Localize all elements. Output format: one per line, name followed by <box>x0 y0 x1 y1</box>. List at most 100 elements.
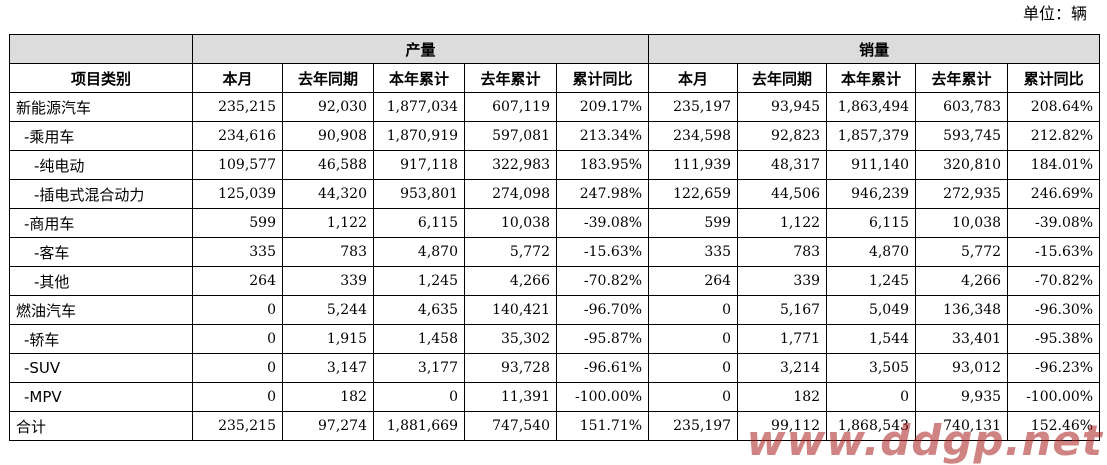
sales-value-cell: 339 <box>737 266 828 296</box>
table-row: -客车 335 783 4,870 5,772 -15.63% 335 783 4,870 5,7… <box>9 237 1101 267</box>
production-value-cell: -96.70% <box>555 295 650 325</box>
table-row: 燃油汽车 0 5,244 4,635 140,421 -96.70% 0 5,167 5,049… <box>9 295 1101 325</box>
production-value-cell: 0 <box>192 353 283 383</box>
sales-value-cell: 93,945 <box>737 92 828 122</box>
row-category-cell: 合计 <box>9 411 193 441</box>
sales-value-cell: 111,939 <box>648 150 739 180</box>
column-header-ytd-yoy: 累计同比 <box>1007 63 1101 93</box>
row-category-cell: -商用车 <box>9 208 193 238</box>
row-category-cell: -插电式混合动力 <box>9 179 193 209</box>
sales-value-cell: 92,823 <box>737 121 828 151</box>
production-value-cell: 917,118 <box>373 150 465 180</box>
production-value-cell: 90,908 <box>282 121 374 151</box>
row-category-cell: -其他 <box>9 266 193 296</box>
column-header-row: 项目类别 本月 去年同期 本年累计 去年累计 累计同比 本月 去年同期 本年累计… <box>9 63 1101 93</box>
production-value-cell: 1,122 <box>282 208 374 238</box>
sales-value-cell: 0 <box>648 382 739 412</box>
sales-value-cell: 152.46% <box>1007 411 1101 441</box>
sales-value-cell: -70.82% <box>1007 266 1101 296</box>
sales-value-cell: 3,505 <box>826 353 917 383</box>
production-value-cell: 92,030 <box>282 92 374 122</box>
production-value-cell: 0 <box>192 324 283 354</box>
sales-value-cell: 99,112 <box>737 411 828 441</box>
sales-value-cell: 911,140 <box>826 150 917 180</box>
production-value-cell: 140,421 <box>464 295 557 325</box>
production-value-cell: 93,728 <box>464 353 557 383</box>
production-value-cell: 4,870 <box>373 237 465 267</box>
production-value-cell: 183.95% <box>555 150 650 180</box>
column-header-last-ytd: 去年累计 <box>464 63 557 93</box>
production-value-cell: 4,635 <box>373 295 465 325</box>
production-value-cell: 4,266 <box>464 266 557 296</box>
production-value-cell: 0 <box>192 295 283 325</box>
column-header-month: 本月 <box>648 63 739 93</box>
group-header-blank <box>9 34 193 64</box>
row-category-cell: -MPV <box>9 382 193 412</box>
sales-value-cell: 4,870 <box>826 237 917 267</box>
row-category-cell: -乘用车 <box>9 121 193 151</box>
row-category-cell: -客车 <box>9 237 193 267</box>
sales-value-cell: 783 <box>737 237 828 267</box>
production-value-cell: 235,215 <box>192 411 283 441</box>
production-value-cell: -96.61% <box>555 353 650 383</box>
table-row: -MPV 0 182 0 11,391 -100.00% 0 182 0 9,935 -100.00… <box>9 382 1101 412</box>
production-value-cell: 274,098 <box>464 179 557 209</box>
sales-value-cell: 122,659 <box>648 179 739 209</box>
production-value-cell: 35,302 <box>464 324 557 354</box>
sales-value-cell: 136,348 <box>915 295 1009 325</box>
sales-value-cell: -96.23% <box>1007 353 1101 383</box>
production-value-cell: 0 <box>192 382 283 412</box>
production-value-cell: -39.08% <box>555 208 650 238</box>
sales-value-cell: 1,868,543 <box>826 411 917 441</box>
sales-value-cell: 264 <box>648 266 739 296</box>
sales-value-cell: 599 <box>648 208 739 238</box>
production-value-cell: 322,983 <box>464 150 557 180</box>
sales-value-cell: 0 <box>648 353 739 383</box>
production-value-cell: 125,039 <box>192 179 283 209</box>
sales-value-cell: -100.00% <box>1007 382 1101 412</box>
sales-value-cell: 3,214 <box>737 353 828 383</box>
production-value-cell: 11,391 <box>464 382 557 412</box>
sales-value-cell: 272,935 <box>915 179 1009 209</box>
sales-value-cell: 10,038 <box>915 208 1009 238</box>
column-header-last-year-month: 去年同期 <box>282 63 374 93</box>
table-row: 合计 235,215 97,274 1,881,669 747,540 151.71% 23… <box>9 411 1101 441</box>
table-body: 新能源汽车 235,215 92,030 1,877,034 607,119 209.17… <box>9 92 1101 441</box>
sales-value-cell: 33,401 <box>915 324 1009 354</box>
sales-value-cell: 93,012 <box>915 353 1009 383</box>
table-row: -乘用车 234,616 90,908 1,870,919 597,081 213.34%… <box>9 121 1101 151</box>
sales-value-cell: 0 <box>648 324 739 354</box>
production-value-cell: -70.82% <box>555 266 650 296</box>
sales-value-cell: 182 <box>737 382 828 412</box>
production-value-cell: 599 <box>192 208 283 238</box>
column-header-ytd-yoy: 累计同比 <box>555 63 650 93</box>
sales-value-cell: 1,122 <box>737 208 828 238</box>
production-value-cell: 44,320 <box>282 179 374 209</box>
group-header-row: 产量 销量 <box>9 34 1101 64</box>
group-header-sales: 销量 <box>648 34 1101 64</box>
sales-value-cell: 1,771 <box>737 324 828 354</box>
production-value-cell: 1,870,919 <box>373 121 465 151</box>
row-category-cell: -SUV <box>9 353 193 383</box>
sales-value-cell: 235,197 <box>648 92 739 122</box>
row-category-cell: -纯电动 <box>9 150 193 180</box>
production-value-cell: -15.63% <box>555 237 650 267</box>
production-value-cell: 234,616 <box>192 121 283 151</box>
sales-value-cell: 593,745 <box>915 121 1009 151</box>
sales-value-cell: 603,783 <box>915 92 1009 122</box>
sales-value-cell: 740,131 <box>915 411 1009 441</box>
sales-value-cell: -39.08% <box>1007 208 1101 238</box>
production-value-cell: 747,540 <box>464 411 557 441</box>
sales-value-cell: 946,239 <box>826 179 917 209</box>
sales-value-cell: 1,245 <box>826 266 917 296</box>
row-category-cell: -轿车 <box>9 324 193 354</box>
production-value-cell: 0 <box>373 382 465 412</box>
production-value-cell: 182 <box>282 382 374 412</box>
production-value-cell: 264 <box>192 266 283 296</box>
production-value-cell: 335 <box>192 237 283 267</box>
production-value-cell: 97,274 <box>282 411 374 441</box>
column-header-ytd: 本年累计 <box>826 63 917 93</box>
production-value-cell: 607,119 <box>464 92 557 122</box>
sales-value-cell: 1,544 <box>826 324 917 354</box>
sales-value-cell: 246.69% <box>1007 179 1101 209</box>
